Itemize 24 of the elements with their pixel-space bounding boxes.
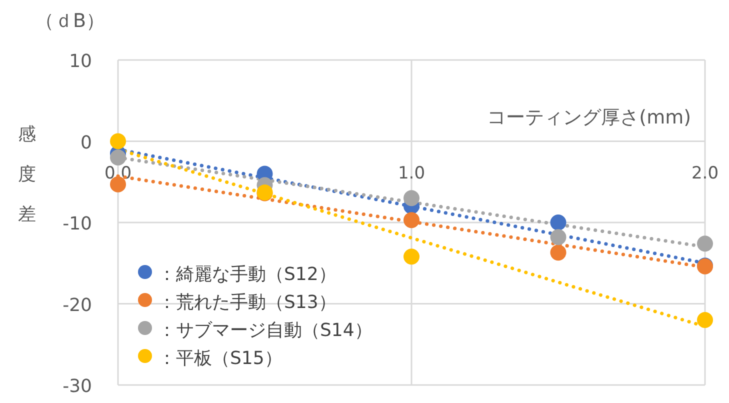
y-axis-title: 感度差 (18, 124, 36, 225)
y-tick-label: -20 (62, 294, 92, 316)
point (404, 248, 420, 265)
point (404, 190, 420, 206)
x-axis-title: コーティング厚さ(mm) (487, 106, 691, 128)
point (697, 236, 713, 252)
y-tick-label: -30 (62, 376, 92, 397)
legend-label: ：綺麗な手動（S12） (158, 264, 336, 285)
point (550, 244, 566, 261)
point (697, 312, 713, 328)
x-tick-label: 1.0 (398, 163, 426, 184)
point (110, 133, 126, 150)
x-tick-label: 2.0 (691, 163, 719, 184)
legend-label: ：サブマージ自動（S14） (158, 320, 372, 341)
legend-label: ：平板（S15） (158, 348, 282, 369)
y-tick-label: -10 (62, 214, 92, 234)
point (404, 212, 420, 228)
y-tick-label: 0 (80, 132, 92, 154)
point (110, 150, 126, 166)
point (550, 214, 566, 230)
point (550, 229, 566, 246)
text: （ｄB） (34, 10, 106, 32)
legend-label: ：荒れた手動（S13） (158, 292, 336, 313)
y-tick-label: 10 (69, 51, 92, 72)
